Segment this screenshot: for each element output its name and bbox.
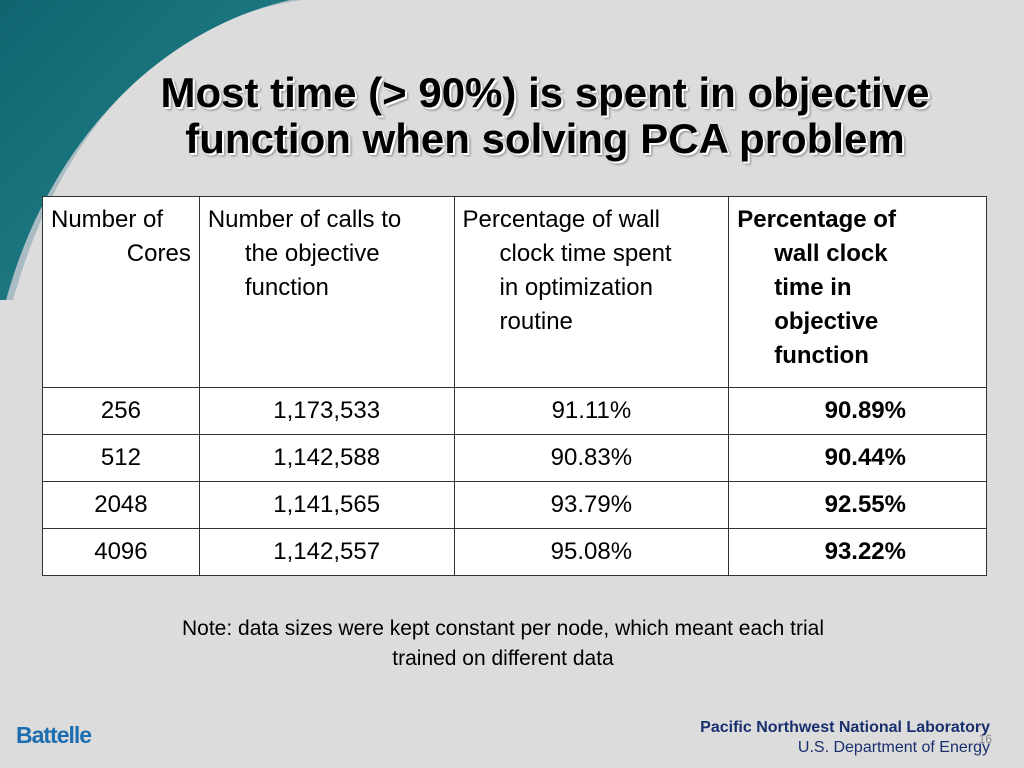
title-line-2: function when solving PCA problem	[185, 115, 905, 162]
header-calls-line: function	[244, 274, 329, 301]
header-optimization-pct: Percentage of wall clock time spent in o…	[453, 196, 730, 388]
footnote-line-1: Note: data sizes were kept constant per …	[181, 617, 825, 640]
slide-title: Most time (> 90%) is spent in objective …	[90, 70, 1000, 162]
header-obj-line: Percentage of	[737, 206, 896, 233]
header-cores-line: Cores	[126, 240, 191, 267]
header-obj-line: objective	[774, 308, 879, 335]
page-number: 16	[978, 732, 992, 746]
footnote: Note: data sizes were kept constant per …	[60, 614, 946, 674]
pnnl-department: U.S. Department of Energy	[797, 739, 990, 756]
battelle-logo: Battelle	[16, 722, 92, 748]
title-line-1: Most time (> 90%) is spent in objective	[160, 69, 930, 116]
cell-objective-pct: 93.22%	[728, 528, 987, 576]
header-opt-line: Percentage of wall	[462, 206, 660, 233]
cell-objective-pct: 90.89%	[728, 387, 987, 435]
header-obj-line: time in	[774, 274, 852, 301]
footnote-line-2: trained on different data	[392, 647, 614, 670]
cell-cores: 512	[42, 434, 200, 482]
header-calls: Number of calls to the objective functio…	[198, 196, 455, 388]
cell-optimization-pct: 93.79%	[453, 481, 730, 529]
cell-cores: 4096	[42, 528, 200, 576]
table-row: 256 1,173,533 91.11% 90.89%	[42, 387, 987, 435]
table-row: 2048 1,141,565 93.79% 92.55%	[42, 481, 987, 529]
header-cores-line: Number of	[51, 206, 164, 233]
header-opt-line: in optimization	[499, 274, 653, 301]
cell-calls: 1,141,565	[198, 481, 455, 529]
table-row: 512 1,142,588 90.83% 90.44%	[42, 434, 987, 482]
table-row: 4096 1,142,557 95.08% 93.22%	[42, 528, 987, 576]
cell-optimization-pct: 95.08%	[453, 528, 730, 576]
cell-calls: 1,142,588	[198, 434, 455, 482]
header-cores: Number of Cores	[42, 196, 200, 388]
cell-objective-pct: 90.44%	[728, 434, 987, 482]
cell-objective-pct: 92.55%	[728, 481, 987, 529]
header-obj-line: function	[774, 342, 869, 369]
header-calls-line: Number of calls to	[207, 206, 402, 233]
pnnl-logo: Pacific Northwest National Laboratory U.…	[700, 718, 990, 758]
header-row: Number of Cores Number of calls to the o…	[42, 196, 987, 388]
pnnl-lab-name: Pacific Northwest National Laboratory	[700, 719, 990, 736]
corner-swoosh-decoration	[0, 0, 302, 300]
cell-cores: 256	[42, 387, 200, 435]
cell-calls: 1,173,533	[198, 387, 455, 435]
cell-optimization-pct: 91.11%	[453, 387, 730, 435]
header-calls-line: the objective	[244, 240, 380, 267]
results-table: Number of Cores Number of calls to the o…	[42, 196, 987, 576]
cell-optimization-pct: 90.83%	[453, 434, 730, 482]
header-obj-line: wall clock	[774, 240, 888, 267]
cell-cores: 2048	[42, 481, 200, 529]
cell-calls: 1,142,557	[198, 528, 455, 576]
header-objective-pct: Percentage of wall clock time in objecti…	[728, 196, 987, 388]
header-opt-line: routine	[499, 308, 573, 335]
header-opt-line: clock time spent	[499, 240, 672, 267]
